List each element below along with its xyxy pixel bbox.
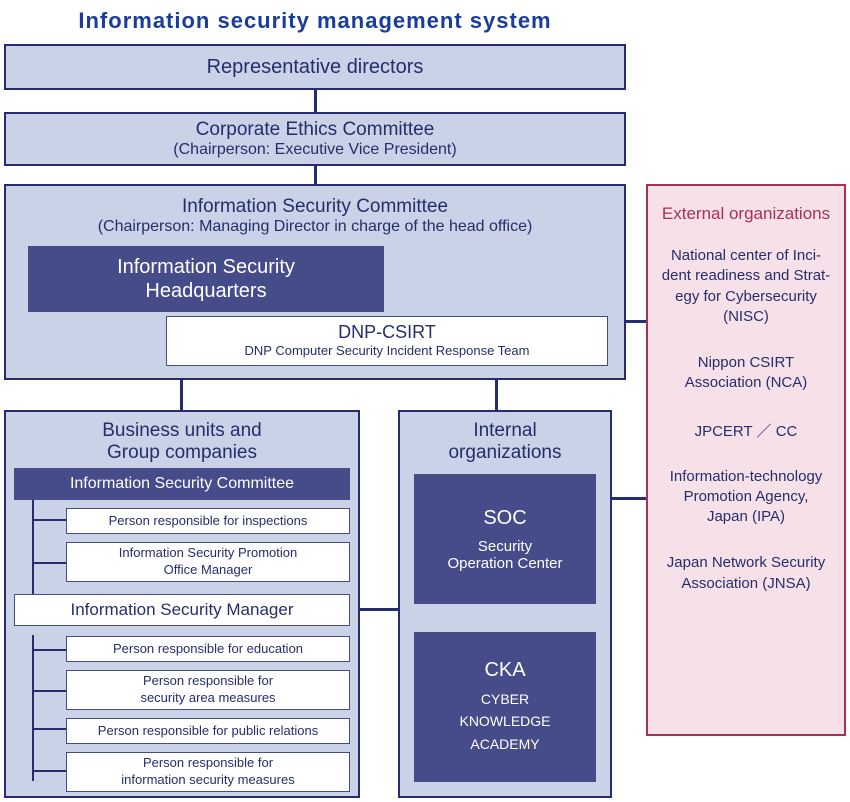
box-bu-promotion-office: Information Security Promotion Office Ma…	[66, 542, 350, 582]
ext-item-nca: Nippon CSIRT Association (NCA)	[685, 353, 808, 394]
line: Promotion Agency,	[670, 487, 823, 507]
line: National center of Inci-	[662, 246, 830, 266]
org-chart-canvas: Information security management system R…	[0, 0, 850, 802]
tree-line	[32, 519, 68, 521]
label: Representative directors	[207, 56, 424, 79]
label: Business units and	[102, 420, 262, 442]
ext-item-jpcert: JPCERT ／ CC	[695, 420, 798, 441]
label: Office Manager	[164, 562, 253, 579]
label: security area measures	[140, 690, 275, 707]
label: Information Security Committee	[70, 475, 294, 493]
connector	[610, 497, 650, 500]
line: Association (NCA)	[685, 373, 808, 393]
chart-title: Information security management system	[0, 8, 630, 34]
box-bu-public-relations: Person responsible for public relations	[66, 718, 350, 744]
label: Information Security Manager	[71, 600, 294, 620]
box-bu-area-measures: Person responsible for security area mea…	[66, 670, 350, 710]
ext-item-ipa: Information-technology Promotion Agency,…	[670, 467, 823, 528]
label: Person responsible for public relations	[98, 723, 318, 740]
sublabel: Operation Center	[447, 555, 562, 572]
sublabel: (Chairperson: Managing Director in charg…	[98, 218, 533, 236]
connector	[358, 608, 400, 611]
label: DNP-CSIRT	[338, 322, 436, 343]
sublabel: ACADEMY	[470, 733, 539, 755]
label: organizations	[448, 442, 561, 464]
tree-line	[32, 500, 34, 598]
line: (NISC)	[662, 307, 830, 327]
tree-line	[32, 562, 68, 564]
tree-line	[32, 690, 68, 692]
ext-item-jnsa: Japan Network Security Association (JNSA…	[667, 553, 825, 594]
label: information security measures	[121, 772, 294, 789]
label: External organizations	[662, 204, 830, 224]
line: Association (JNSA)	[667, 574, 825, 594]
line: JPCERT ／ CC	[695, 420, 798, 441]
label: Information Security Committee	[182, 196, 448, 218]
label: Internal	[473, 420, 536, 442]
tree-line	[32, 770, 68, 772]
sublabel: KNOWLEDGE	[459, 710, 550, 732]
label: Headquarters	[145, 279, 266, 303]
tree-line	[32, 728, 68, 730]
line: Japan (IPA)	[670, 507, 823, 527]
label: Person responsible for	[143, 755, 273, 772]
box-ethics-committee: Corporate Ethics Committee (Chairperson:…	[4, 112, 626, 166]
tree-line	[32, 649, 68, 651]
sublabel: DNP Computer Security Incident Response …	[245, 343, 530, 360]
line: dent readiness and Strat-	[662, 266, 830, 286]
sublabel: Security	[478, 538, 532, 555]
label: Corporate Ethics Committee	[196, 119, 435, 141]
line: Nippon CSIRT	[685, 353, 808, 373]
box-bu-committee: Information Security Committee	[14, 468, 350, 500]
box-external-organizations: External organizations National center o…	[646, 184, 846, 736]
label: CKA	[484, 659, 525, 682]
box-info-sec-headquarters: Information Security Headquarters	[28, 246, 384, 312]
box-representative-directors: Representative directors	[4, 44, 626, 90]
sublabel: (Chairperson: Executive Vice President)	[173, 141, 456, 159]
label: Information Security	[117, 255, 295, 279]
box-bu-inspections: Person responsible for inspections	[66, 508, 350, 534]
line: Japan Network Security	[667, 553, 825, 573]
box-bu-education: Person responsible for education	[66, 636, 350, 662]
sublabel: CYBER	[481, 688, 529, 710]
box-cka: CKA CYBER KNOWLEDGE ACADEMY	[414, 632, 596, 782]
line: Information-technology	[670, 467, 823, 487]
label: Group companies	[107, 442, 257, 464]
label: Person responsible for education	[113, 641, 303, 658]
tree-line	[32, 635, 34, 781]
label: SOC	[483, 507, 526, 530]
box-bu-info-sec-measures: Person responsible for information secur…	[66, 752, 350, 792]
label: Information Security Promotion	[119, 545, 297, 562]
label: Person responsible for	[143, 673, 273, 690]
box-soc: SOC Security Operation Center	[414, 474, 596, 604]
box-dnp-csirt: DNP-CSIRT DNP Computer Security Incident…	[166, 316, 608, 366]
ext-item-nisc: National center of Inci- dent readiness …	[662, 246, 830, 327]
box-bu-security-manager: Information Security Manager	[14, 594, 350, 626]
label: Person responsible for inspections	[109, 513, 308, 530]
line: egy for Cybersecurity	[662, 287, 830, 307]
